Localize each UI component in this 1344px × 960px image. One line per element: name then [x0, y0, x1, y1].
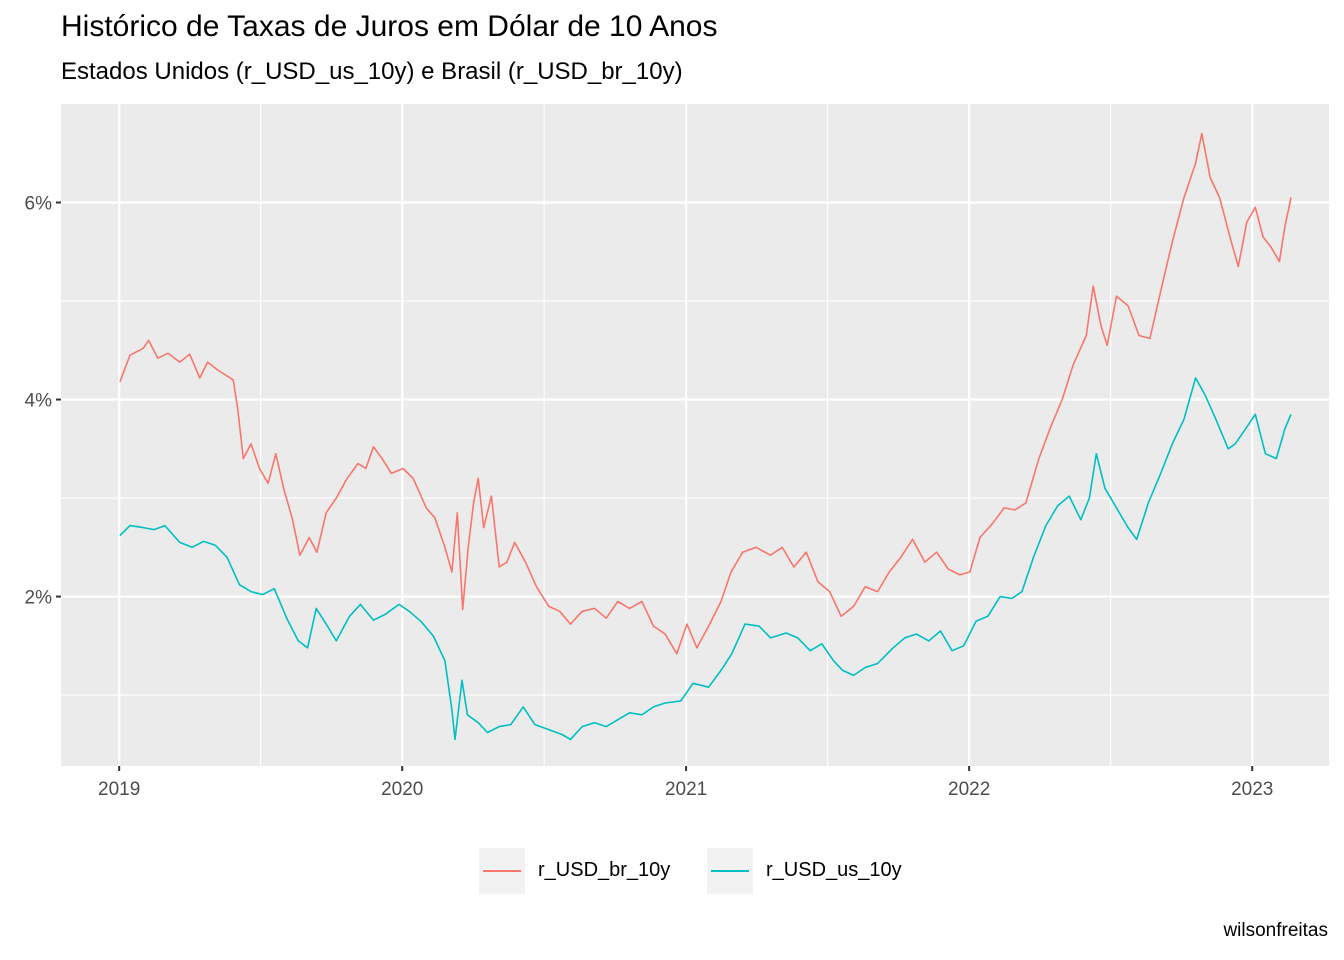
chart-title: Histórico de Taxas de Juros em Dólar de …	[61, 10, 718, 43]
series-line-r_USD_br_10y	[119, 132, 1292, 655]
x-tick-label: 2021	[665, 779, 707, 800]
x-tick-label: 2020	[381, 779, 423, 800]
y-tick-label: 4%	[25, 391, 53, 412]
legend-line-br	[483, 870, 521, 872]
legend-line-us	[711, 870, 749, 872]
legend-key-us	[707, 848, 753, 894]
legend-label-us: r_USD_us_10y	[766, 859, 902, 881]
y-tick-label: 6%	[25, 194, 53, 215]
y-tick-label: 2%	[25, 588, 53, 609]
x-tick-label: 2022	[948, 779, 990, 800]
chart-subtitle: Estados Unidos (r_USD_us_10y) e Brasil (…	[61, 58, 683, 85]
legend-label-br: r_USD_br_10y	[538, 859, 671, 881]
caption: wilsonfreitas	[1223, 920, 1328, 941]
minor-gridlines	[61, 104, 1329, 766]
legend: r_USD_br_10y r_USD_us_10y	[0, 846, 1344, 898]
x-tick-label: 2023	[1231, 779, 1273, 800]
line-chart: 2% 4% 6% 2019 2020 2021 2022 2023	[25, 104, 1329, 800]
x-tick-label: 2019	[98, 779, 140, 800]
series-line-r_USD_us_10y	[119, 377, 1292, 741]
series-layer	[119, 132, 1292, 741]
plot-panel	[61, 104, 1329, 766]
x-axis: 2019 2020 2021 2022 2023	[98, 766, 1273, 800]
y-axis: 2% 4% 6%	[25, 194, 61, 609]
legend-key-br	[479, 848, 525, 894]
